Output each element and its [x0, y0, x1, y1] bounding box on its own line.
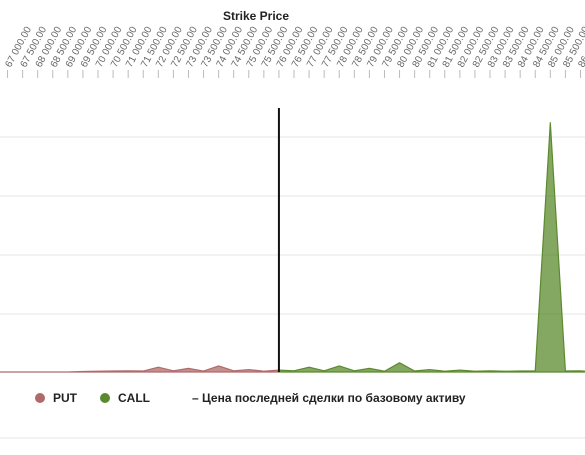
- legend-marker-put: [35, 393, 45, 403]
- legend-label-current-price: – Цена последней сделки по базовому акти…: [192, 391, 466, 405]
- legend-label-call: CALL: [118, 391, 150, 405]
- series-area-put: [0, 365, 280, 373]
- series-area-call: [278, 122, 585, 373]
- legend-marker-call: [100, 393, 110, 403]
- x-axis-title: Strike Price: [223, 9, 289, 23]
- legend-label-put: PUT: [53, 391, 78, 405]
